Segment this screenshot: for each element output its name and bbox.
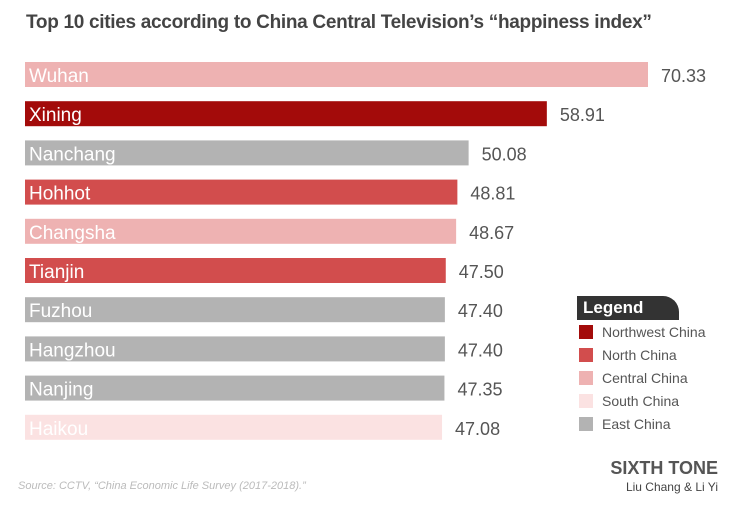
bar-nanchang (25, 140, 469, 166)
category-label: Xining (29, 105, 82, 126)
legend-title: Legend (577, 296, 679, 320)
category-label: Fuzhou (29, 301, 92, 322)
value-label: 47.40 (458, 340, 503, 360)
bar-wuhan (25, 62, 648, 87)
bar-tianjin (25, 258, 446, 283)
legend-item: Central China (579, 366, 706, 389)
bar-hohhot (25, 179, 458, 205)
legend-item: North China (579, 343, 706, 366)
category-label: Hangzhou (29, 340, 116, 361)
chart-title: Top 10 cities according to China Central… (26, 12, 652, 33)
bar-fuzhou (25, 297, 445, 323)
legend-swatch (579, 393, 593, 408)
value-label: 48.67 (469, 223, 514, 243)
value-label: 47.40 (458, 301, 503, 321)
value-label: 58.91 (560, 105, 605, 125)
authors: Liu Chang & Li Yi (625, 480, 718, 494)
brand-logo: SIXTH TONE (610, 458, 718, 478)
bar-xining (25, 101, 547, 127)
category-label: Hohhot (29, 184, 91, 205)
legend-label: Central China (602, 369, 688, 386)
category-label: Tianjin (29, 262, 84, 283)
bar-haikou (25, 414, 443, 440)
legend-label: South China (602, 392, 680, 409)
legend-label: Northwest China (602, 323, 706, 340)
category-label: Changsha (29, 223, 116, 244)
category-label: Haikou (29, 419, 88, 440)
category-label: Nanjing (29, 380, 93, 401)
value-label: 50.08 (482, 144, 527, 164)
value-label: 48.81 (470, 184, 515, 204)
source-note: Source: CCTV, “China Economic Life Surve… (18, 480, 306, 492)
legend-item: Northwest China (579, 320, 706, 343)
value-label: 47.08 (455, 419, 500, 439)
legend-swatch (579, 370, 593, 385)
value-label: 70.33 (661, 66, 706, 86)
legend-swatch (579, 416, 593, 431)
category-label: Wuhan (29, 66, 89, 87)
value-label: 47.35 (457, 380, 502, 400)
legend: Legend Northwest China North China Central… (577, 296, 706, 435)
bar-nanjing (25, 375, 445, 401)
legend-swatch (579, 347, 593, 362)
legend-item: East China (579, 412, 706, 435)
legend-label: East China (602, 415, 671, 432)
legend-label: North China (602, 346, 677, 363)
bar-changsha (25, 218, 457, 244)
legend-item: South China (579, 389, 706, 412)
legend-swatch (579, 324, 593, 339)
bar-hangzhou (25, 336, 445, 362)
value-label: 47.50 (459, 262, 504, 282)
category-label: Nanchang (29, 144, 116, 165)
